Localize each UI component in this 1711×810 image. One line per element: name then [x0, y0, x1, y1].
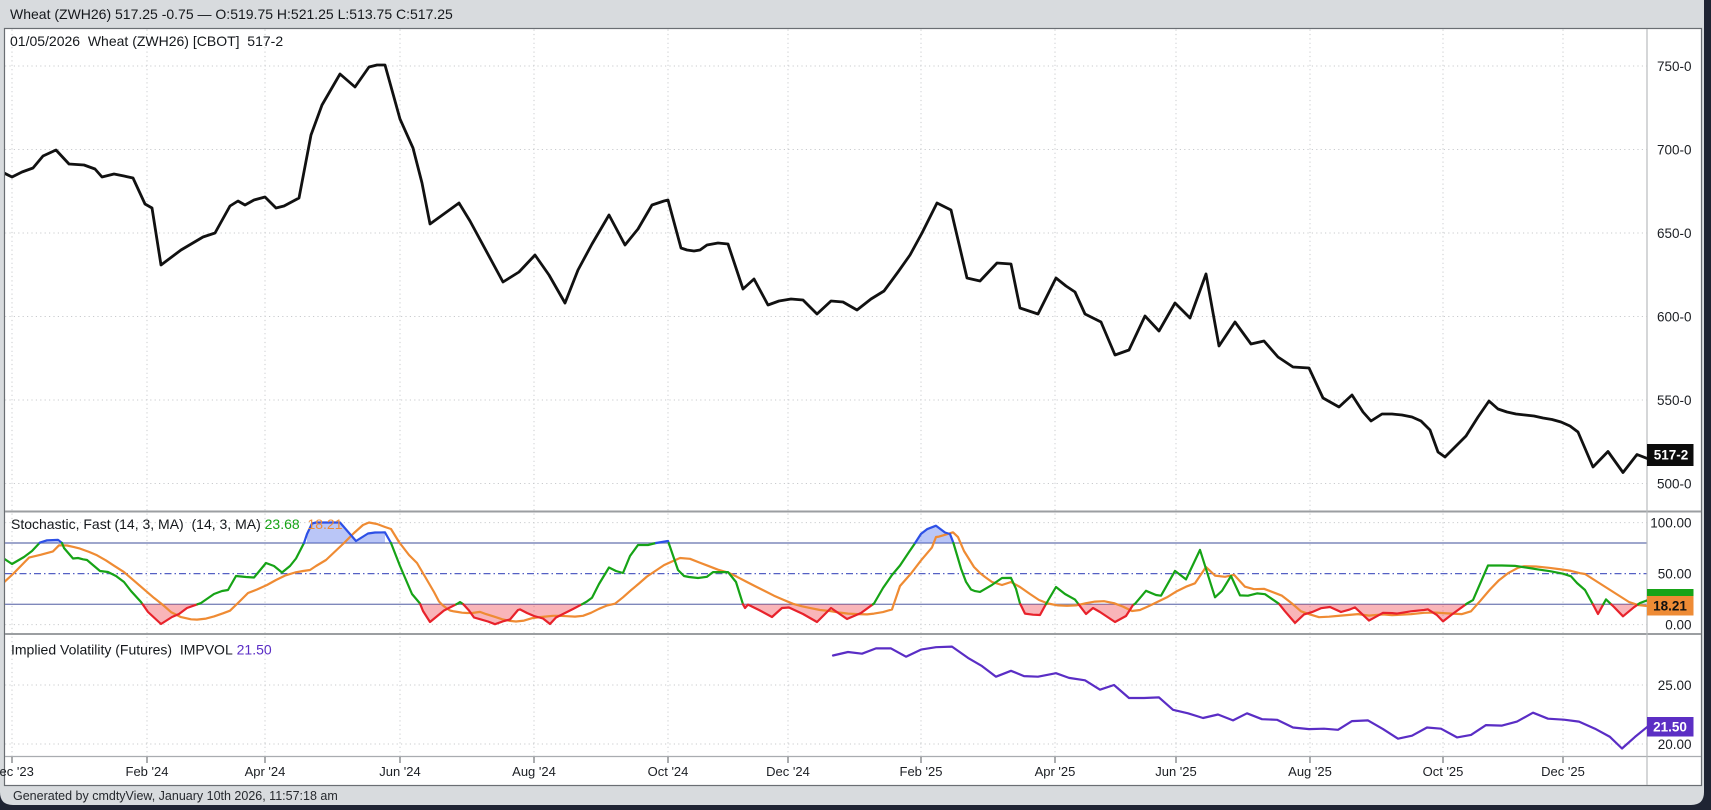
svg-text:Aug '25: Aug '25: [1288, 764, 1332, 779]
svg-text:01/05/2026 Wheat (ZWH26) [CBO: 01/05/2026 Wheat (ZWH26) [CBOT] 517-2: [10, 33, 283, 49]
svg-text:Jun '25: Jun '25: [1155, 764, 1197, 779]
svg-text:Aug '24: Aug '24: [512, 764, 556, 779]
svg-text:18.21: 18.21: [1653, 599, 1687, 614]
svg-text:Apr '25: Apr '25: [1035, 764, 1076, 779]
svg-text:Dec '24: Dec '24: [766, 764, 810, 779]
svg-text:650-0: 650-0: [1657, 226, 1692, 241]
svg-text:Implied Volatility (Futures): Implied Volatility (Futures) IMPVOL 21.5…: [11, 642, 272, 658]
svg-text:20.00: 20.00: [1658, 737, 1692, 752]
svg-text:Feb '25: Feb '25: [900, 764, 943, 779]
svg-text:750-0: 750-0: [1657, 59, 1692, 74]
svg-text:500-0: 500-0: [1657, 476, 1692, 491]
svg-text:Stochastic, Fast (14, 3, MA): Stochastic, Fast (14, 3, MA) (14, 3, MA)…: [11, 516, 343, 532]
svg-text:600-0: 600-0: [1657, 309, 1692, 324]
svg-text:Generated by cmdtyView, Januar: Generated by cmdtyView, January 10th 202…: [13, 789, 338, 803]
svg-text:Wheat (ZWH26) 517.25 -0.75 — O: Wheat (ZWH26) 517.25 -0.75 — O:519.75 H:…: [10, 6, 453, 22]
svg-text:517-2: 517-2: [1654, 448, 1689, 463]
svg-text:Apr '24: Apr '24: [245, 764, 286, 779]
svg-text:Dec '25: Dec '25: [1541, 764, 1585, 779]
svg-text:Jun '24: Jun '24: [379, 764, 421, 779]
svg-text:700-0: 700-0: [1657, 142, 1692, 157]
svg-text:25.00: 25.00: [1658, 678, 1692, 693]
svg-text:21.50: 21.50: [1653, 720, 1687, 735]
svg-text:50.00: 50.00: [1658, 566, 1692, 581]
svg-text:550-0: 550-0: [1657, 393, 1692, 408]
svg-text:Oct '24: Oct '24: [648, 764, 689, 779]
svg-text:Feb '24: Feb '24: [126, 764, 169, 779]
svg-text:Oct '25: Oct '25: [1423, 764, 1464, 779]
svg-text:Dec '23: Dec '23: [0, 764, 34, 779]
svg-text:0.00: 0.00: [1665, 617, 1691, 632]
svg-text:100.00: 100.00: [1650, 515, 1691, 530]
